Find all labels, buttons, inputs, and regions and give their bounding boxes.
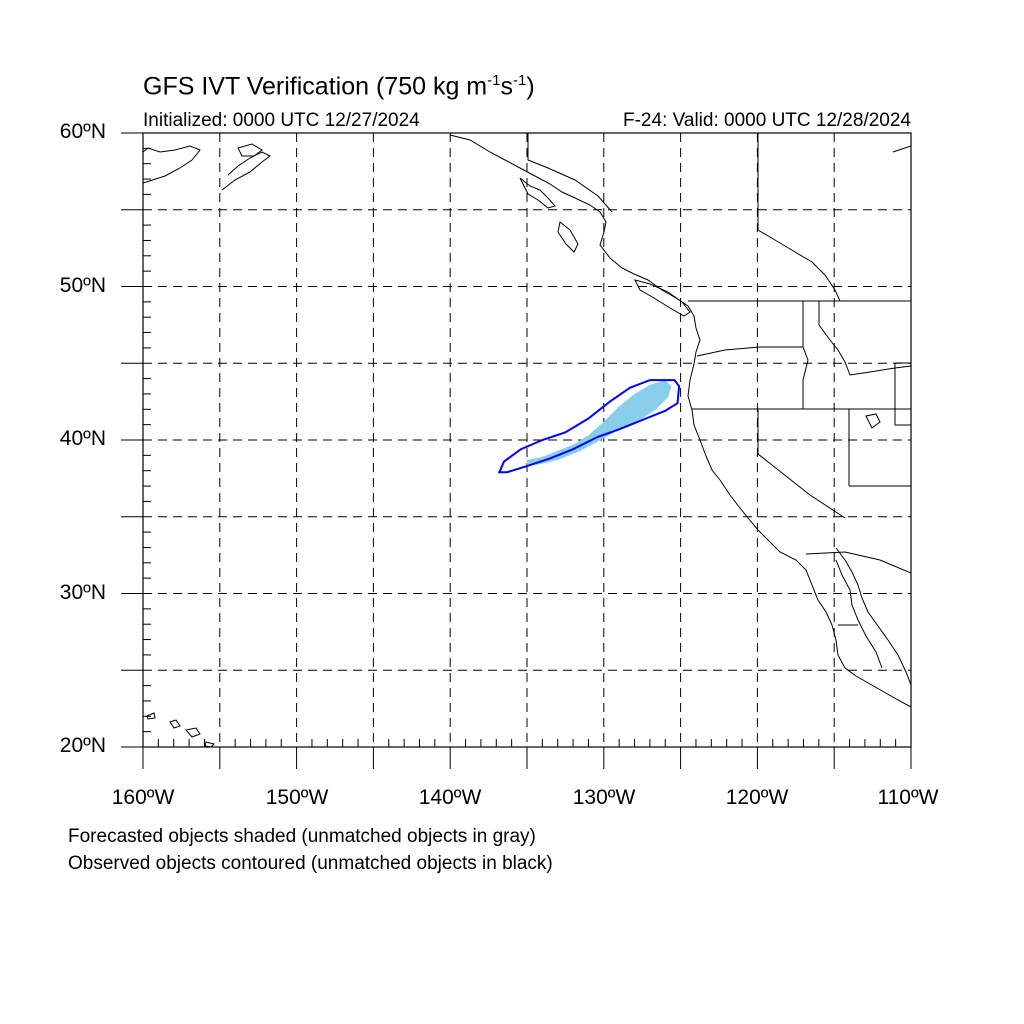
lon-label-130w: 130ºW: [572, 786, 636, 809]
baja-east-coast: [835, 559, 883, 669]
valid-time: F-24: Valid: 0000 UTC 12/28/2024: [623, 110, 911, 131]
lat-label-50n: 50ºN: [59, 274, 106, 297]
vancouver-island: [634, 279, 691, 317]
alaska-coast: [143, 145, 201, 184]
bc-alberta-border: [757, 133, 841, 302]
alaska-peninsula-coast: [221, 151, 271, 191]
oregon-idaho-border: [802, 301, 809, 409]
great-salt-lake: [865, 413, 881, 429]
gulf-of-california-coast: [835, 547, 911, 686]
axis-ticks: [121, 132, 912, 769]
alaska-canada-border: [527, 133, 613, 213]
hudson-bay-coast: [892, 145, 911, 153]
initialized-time: Initialized: 0000 UTC 12/27/2024: [143, 110, 420, 131]
west-coast-coastline: [449, 134, 911, 708]
lon-label-120w: 120ºW: [725, 786, 789, 809]
kodiak-island: [237, 143, 263, 157]
coastlines-and-borders: [143, 133, 911, 747]
lat-label-40n: 40ºN: [59, 427, 106, 450]
lat-label-30n: 30ºN: [59, 581, 106, 604]
lon-label-160w: 160ºW: [111, 786, 175, 809]
idaho-montana-border: [818, 301, 911, 376]
forecast-legend-note: Forecasted objects shaded (unmatched obj…: [68, 826, 536, 847]
graticule: [143, 133, 911, 747]
forecast-object-shaded: [527, 380, 672, 465]
lat-label-20n: 20ºN: [59, 734, 106, 757]
alaska-panhandle-islands: [519, 177, 556, 209]
observed-object-contour: [497, 379, 681, 474]
us-mexico-border: [805, 551, 911, 574]
hawaii-islands: [146, 712, 215, 747]
colorado-border: [894, 362, 911, 426]
prince-of-wales-island: [557, 221, 579, 253]
california-nevada-border: [757, 409, 846, 519]
lon-label-140w: 140ºW: [418, 786, 482, 809]
lat-label-60n: 60ºN: [59, 120, 106, 143]
washington-oregon-border: [696, 346, 803, 357]
map-title: GFS IVT Verification (750 kg m-1s-1): [143, 72, 535, 101]
observed-legend-note: Observed objects contoured (unmatched ob…: [68, 853, 553, 874]
lon-label-150w: 150ºW: [265, 786, 329, 809]
verification-objects: [497, 379, 681, 474]
lon-label-110w: 110ºW: [877, 786, 939, 809]
